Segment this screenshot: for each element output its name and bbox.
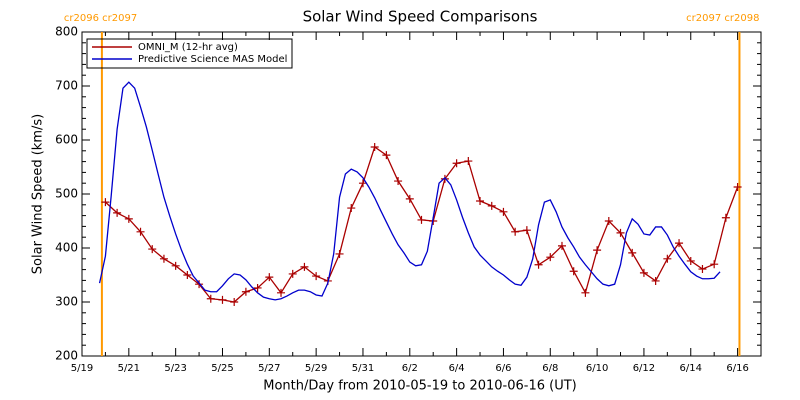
data-point bbox=[534, 260, 543, 269]
data-point bbox=[183, 271, 192, 279]
x-tick-label: 6/4 bbox=[449, 363, 465, 374]
x-tick-label: 5/21 bbox=[118, 363, 140, 374]
data-point bbox=[417, 215, 426, 224]
data-point bbox=[721, 213, 730, 222]
data-point bbox=[511, 227, 520, 236]
data-point bbox=[616, 228, 625, 237]
data-point bbox=[581, 288, 590, 297]
legend-label: OMNI_M (12-hr avg) bbox=[138, 42, 238, 53]
chart-title: Solar Wind Speed Comparisons bbox=[303, 8, 538, 26]
data-point bbox=[464, 157, 473, 166]
x-tick-label: 6/10 bbox=[586, 363, 608, 374]
data-point bbox=[265, 273, 274, 282]
data-point bbox=[113, 208, 122, 217]
x-tick-label: 5/25 bbox=[211, 363, 233, 374]
x-tick-label: 6/14 bbox=[680, 363, 702, 374]
data-point bbox=[405, 194, 414, 203]
data-point bbox=[253, 283, 262, 292]
x-tick-label: 5/23 bbox=[164, 363, 186, 374]
data-point bbox=[698, 265, 707, 274]
y-tick-label: 400 bbox=[55, 241, 78, 255]
data-point bbox=[686, 256, 695, 265]
data-point bbox=[218, 295, 227, 304]
data-point bbox=[382, 151, 391, 160]
data-point bbox=[663, 254, 672, 263]
x-tick-label: 6/16 bbox=[726, 363, 748, 374]
x-tick-label: 6/12 bbox=[633, 363, 655, 374]
data-point bbox=[476, 197, 485, 206]
x-tick-label: 5/29 bbox=[305, 363, 327, 374]
y-axis-label: Solar Wind Speed (km/s) bbox=[31, 114, 46, 274]
data-point bbox=[639, 268, 648, 277]
rotation-label: cr2096 cr2097 bbox=[64, 13, 137, 24]
data-point bbox=[593, 246, 602, 255]
data-point bbox=[335, 249, 344, 258]
y-tick-label: 500 bbox=[55, 187, 78, 201]
x-tick-label: 6/8 bbox=[542, 363, 558, 374]
y-tick-label: 300 bbox=[55, 295, 78, 309]
x-tick-label: 5/27 bbox=[258, 363, 280, 374]
data-point bbox=[148, 245, 157, 254]
data-point bbox=[499, 207, 508, 216]
data-point bbox=[195, 280, 204, 289]
data-point bbox=[452, 159, 461, 168]
data-point bbox=[124, 214, 133, 223]
data-point bbox=[557, 241, 566, 250]
data-point bbox=[522, 226, 531, 235]
y-tick-label: 600 bbox=[55, 133, 78, 147]
data-point bbox=[288, 269, 297, 278]
x-axis-label: Month/Day from 2010-05-19 to 2010-06-16 … bbox=[263, 379, 576, 394]
data-point bbox=[312, 272, 321, 281]
data-point bbox=[347, 204, 356, 213]
data-point bbox=[101, 198, 110, 207]
data-point bbox=[675, 239, 684, 248]
data-point bbox=[241, 287, 250, 296]
rotation-label: cr2097 cr2098 bbox=[686, 13, 759, 24]
data-point bbox=[206, 294, 215, 303]
y-tick-label: 200 bbox=[55, 349, 78, 363]
data-point bbox=[230, 298, 239, 306]
data-point bbox=[440, 174, 449, 183]
legend-label: Predictive Science MAS Model bbox=[138, 54, 287, 65]
y-tick-label: 800 bbox=[55, 25, 78, 39]
data-point bbox=[651, 276, 660, 285]
data-point bbox=[358, 179, 367, 188]
data-point bbox=[171, 261, 180, 270]
data-point bbox=[569, 267, 578, 276]
data-point bbox=[277, 288, 286, 297]
data-point bbox=[628, 248, 637, 257]
data-point bbox=[546, 253, 555, 262]
series-line bbox=[104, 145, 739, 303]
data-point bbox=[604, 217, 613, 225]
data-point bbox=[394, 177, 403, 186]
x-tick-label: 6/2 bbox=[402, 363, 418, 374]
data-point bbox=[733, 182, 742, 191]
x-tick-label: 5/31 bbox=[352, 363, 374, 374]
data-point bbox=[370, 143, 379, 152]
x-tick-label: 6/6 bbox=[495, 363, 511, 374]
data-point bbox=[487, 201, 496, 210]
data-point bbox=[159, 254, 168, 263]
data-point bbox=[710, 260, 719, 269]
x-tick-label: 5/19 bbox=[71, 363, 93, 374]
y-tick-label: 700 bbox=[55, 79, 78, 93]
data-point bbox=[136, 227, 145, 236]
plot-frame bbox=[81, 31, 762, 357]
data-point bbox=[300, 262, 309, 271]
series-line bbox=[98, 81, 721, 301]
legend-box bbox=[86, 38, 293, 69]
